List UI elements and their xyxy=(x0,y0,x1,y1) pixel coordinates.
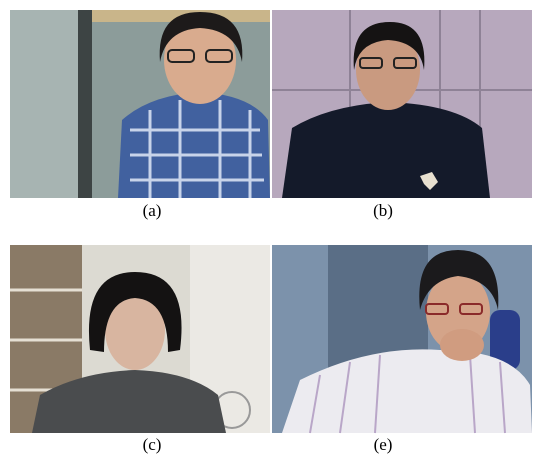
photo-c xyxy=(10,245,270,433)
hair xyxy=(419,250,499,310)
face xyxy=(164,16,236,104)
face xyxy=(356,30,420,110)
shirt-logo xyxy=(420,172,438,190)
photo-a xyxy=(10,10,270,198)
hair xyxy=(88,272,182,352)
caption: (a) xyxy=(143,201,162,220)
face xyxy=(105,290,165,370)
caption: (b) xyxy=(373,201,393,220)
partition-edge xyxy=(78,10,92,198)
plaid-shirt xyxy=(118,92,270,198)
hair xyxy=(159,12,243,62)
chair xyxy=(490,310,520,370)
glasses xyxy=(359,57,383,69)
partition xyxy=(10,10,78,198)
caption: (e) xyxy=(374,435,393,454)
gray-sweater xyxy=(32,370,226,433)
glasses xyxy=(167,49,195,63)
hair xyxy=(353,22,425,70)
glasses xyxy=(205,49,233,63)
glasses xyxy=(393,57,417,69)
dark-shirt xyxy=(282,102,490,198)
glasses xyxy=(459,303,483,315)
photo-b xyxy=(272,10,532,198)
stripes xyxy=(309,354,506,434)
striped-shirt xyxy=(282,349,532,433)
caption: (c) xyxy=(143,435,162,454)
plaid-lines xyxy=(130,100,264,198)
glasses xyxy=(425,303,449,315)
hand xyxy=(440,329,484,361)
photo-e xyxy=(272,245,532,434)
